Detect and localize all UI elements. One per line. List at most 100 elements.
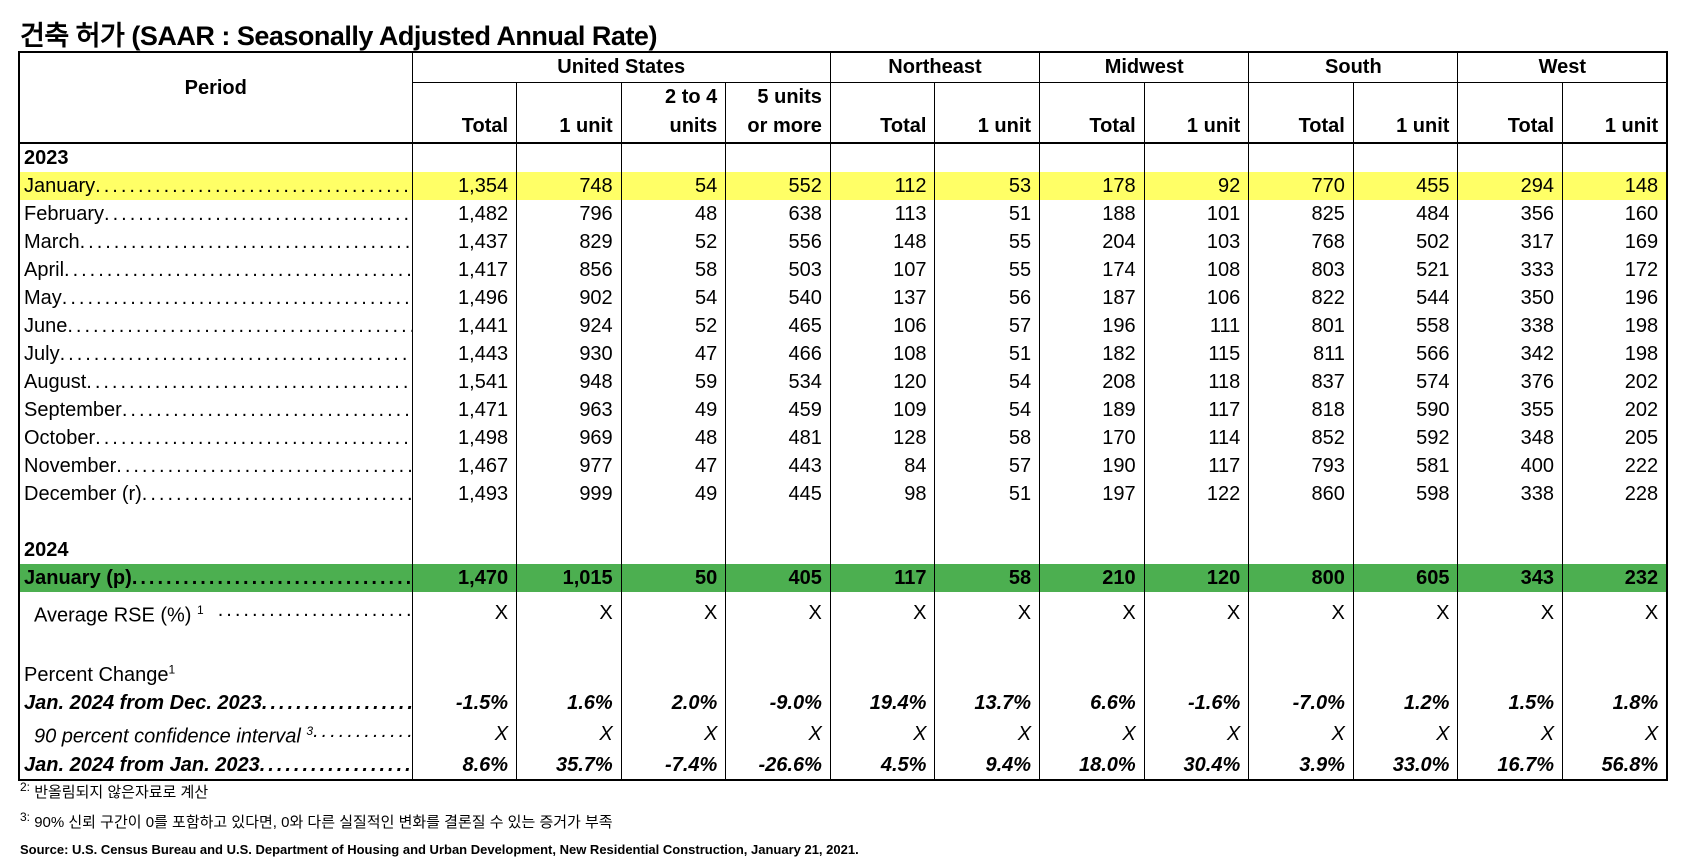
data-cell: 1,482 xyxy=(411,200,517,228)
data-cell: 1,493 xyxy=(411,480,517,508)
row-label-text: February xyxy=(24,203,105,225)
data-cell: 1,541 xyxy=(411,368,517,396)
data-cell: X xyxy=(1562,717,1668,751)
data-cell: X xyxy=(1143,592,1249,634)
data-cell: 338 xyxy=(1457,480,1563,508)
column-header: 5 units or more xyxy=(725,82,831,144)
data-cell: 208 xyxy=(1039,368,1145,396)
data-cell xyxy=(620,633,726,656)
data-cell: 48 xyxy=(620,200,726,228)
dot-leader xyxy=(67,312,411,340)
data-cell: 115 xyxy=(1143,340,1249,368)
data-cell: 202 xyxy=(1562,396,1668,424)
data-cell: 443 xyxy=(725,452,831,480)
data-cell: 118 xyxy=(1143,368,1249,396)
dot-leader xyxy=(60,340,412,368)
data-cell: 822 xyxy=(1248,284,1354,312)
data-cell: 1,015 xyxy=(516,564,622,592)
data-cell: 196 xyxy=(1039,312,1145,340)
period-header: Period xyxy=(19,52,412,144)
data-cell: -7.0% xyxy=(1248,689,1354,718)
source-note: Source: U.S. Census Bureau and U.S. Depa… xyxy=(20,842,859,857)
data-cell: 484 xyxy=(1352,200,1458,228)
column-header: 2 to 4 units xyxy=(620,82,726,144)
table-row: October 1,4989694848112858170114852592348… xyxy=(19,424,1668,452)
data-cell: 1,496 xyxy=(411,284,517,312)
table-row: September 1,47196349459109541891178185903… xyxy=(19,396,1668,424)
data-cell: 455 xyxy=(1352,172,1458,200)
data-cell: 948 xyxy=(516,368,622,396)
data-cell: 198 xyxy=(1562,340,1668,368)
data-cell xyxy=(1352,536,1458,564)
row-label-text: Average RSE (%) xyxy=(34,604,192,627)
data-cell: 825 xyxy=(1248,200,1354,228)
data-cell: 56 xyxy=(934,284,1040,312)
footnote-ref: 1 xyxy=(168,662,176,677)
data-cell xyxy=(1457,536,1563,564)
data-cell: 52 xyxy=(620,228,726,256)
data-cell: 196 xyxy=(1562,284,1668,312)
dot-leader xyxy=(132,564,412,592)
data-cell: -9.0% xyxy=(725,689,831,718)
data-cell: 19.4% xyxy=(829,689,935,718)
data-cell: 796 xyxy=(516,200,622,228)
dot-leader xyxy=(80,228,412,256)
data-cell xyxy=(1039,536,1145,564)
data-cell: 117 xyxy=(1143,452,1249,480)
data-cell: 294 xyxy=(1457,172,1563,200)
data-cell: 101 xyxy=(1143,200,1249,228)
footnote-ref: 3 xyxy=(306,724,314,739)
row-label: Jan. 2024 from Jan. 2023 xyxy=(19,751,412,780)
data-cell: 829 xyxy=(516,228,622,256)
data-cell: 1,437 xyxy=(411,228,517,256)
footnote-mark: 2: xyxy=(20,780,31,794)
data-cell: 574 xyxy=(1352,368,1458,396)
row-label: October xyxy=(19,424,412,452)
data-cell: 1,467 xyxy=(411,452,517,480)
data-cell xyxy=(725,508,831,536)
row-label-text: January xyxy=(24,175,96,197)
table-row xyxy=(19,508,1668,536)
data-cell xyxy=(620,143,726,172)
data-cell: 348 xyxy=(1457,424,1563,452)
data-cell: 54 xyxy=(934,368,1040,396)
data-cell: 356 xyxy=(1457,200,1563,228)
table-row: Jan. 2024 from Jan. 2023 8.6%35.7%-7.4%-2… xyxy=(19,750,1668,780)
data-cell xyxy=(1457,143,1563,172)
data-cell xyxy=(934,536,1040,564)
column-header-line: 1 unit xyxy=(1604,115,1659,137)
column-header-line: 1 unit xyxy=(559,115,613,137)
data-cell: 852 xyxy=(1248,424,1354,452)
data-cell: 106 xyxy=(829,312,935,340)
data-cell: -1.6% xyxy=(1143,689,1249,718)
data-cell: 148 xyxy=(829,228,935,256)
column-header-line: 1 unit xyxy=(1186,115,1241,137)
data-cell: 924 xyxy=(516,312,622,340)
row-label-text: December (r) xyxy=(24,483,142,505)
data-cell: 566 xyxy=(1352,340,1458,368)
row-label-text: April xyxy=(24,259,65,281)
data-cell: 204 xyxy=(1039,228,1145,256)
table-row: April 1,417856585031075517410880352133317… xyxy=(19,256,1668,284)
data-cell: 51 xyxy=(934,340,1040,368)
data-cell: 53 xyxy=(934,172,1040,200)
data-cell: 56.8% xyxy=(1562,750,1668,780)
column-header-line: Total xyxy=(880,115,927,137)
table-row: 2024 xyxy=(19,536,1668,564)
dot-leader xyxy=(122,396,412,424)
data-cell: 54 xyxy=(934,396,1040,424)
row-label-text: Percent Change xyxy=(24,664,169,687)
data-cell xyxy=(620,655,726,690)
data-cell: 793 xyxy=(1248,452,1354,480)
data-cell: 35.7% xyxy=(516,750,622,780)
data-cell: X xyxy=(1039,592,1145,634)
data-cell: 466 xyxy=(725,340,831,368)
data-cell: 54 xyxy=(620,172,726,200)
data-cell: 58 xyxy=(620,256,726,284)
column-header: Total xyxy=(829,82,935,144)
data-cell xyxy=(1248,508,1354,536)
row-label: July xyxy=(19,340,412,368)
data-cell: 170 xyxy=(1039,424,1145,452)
